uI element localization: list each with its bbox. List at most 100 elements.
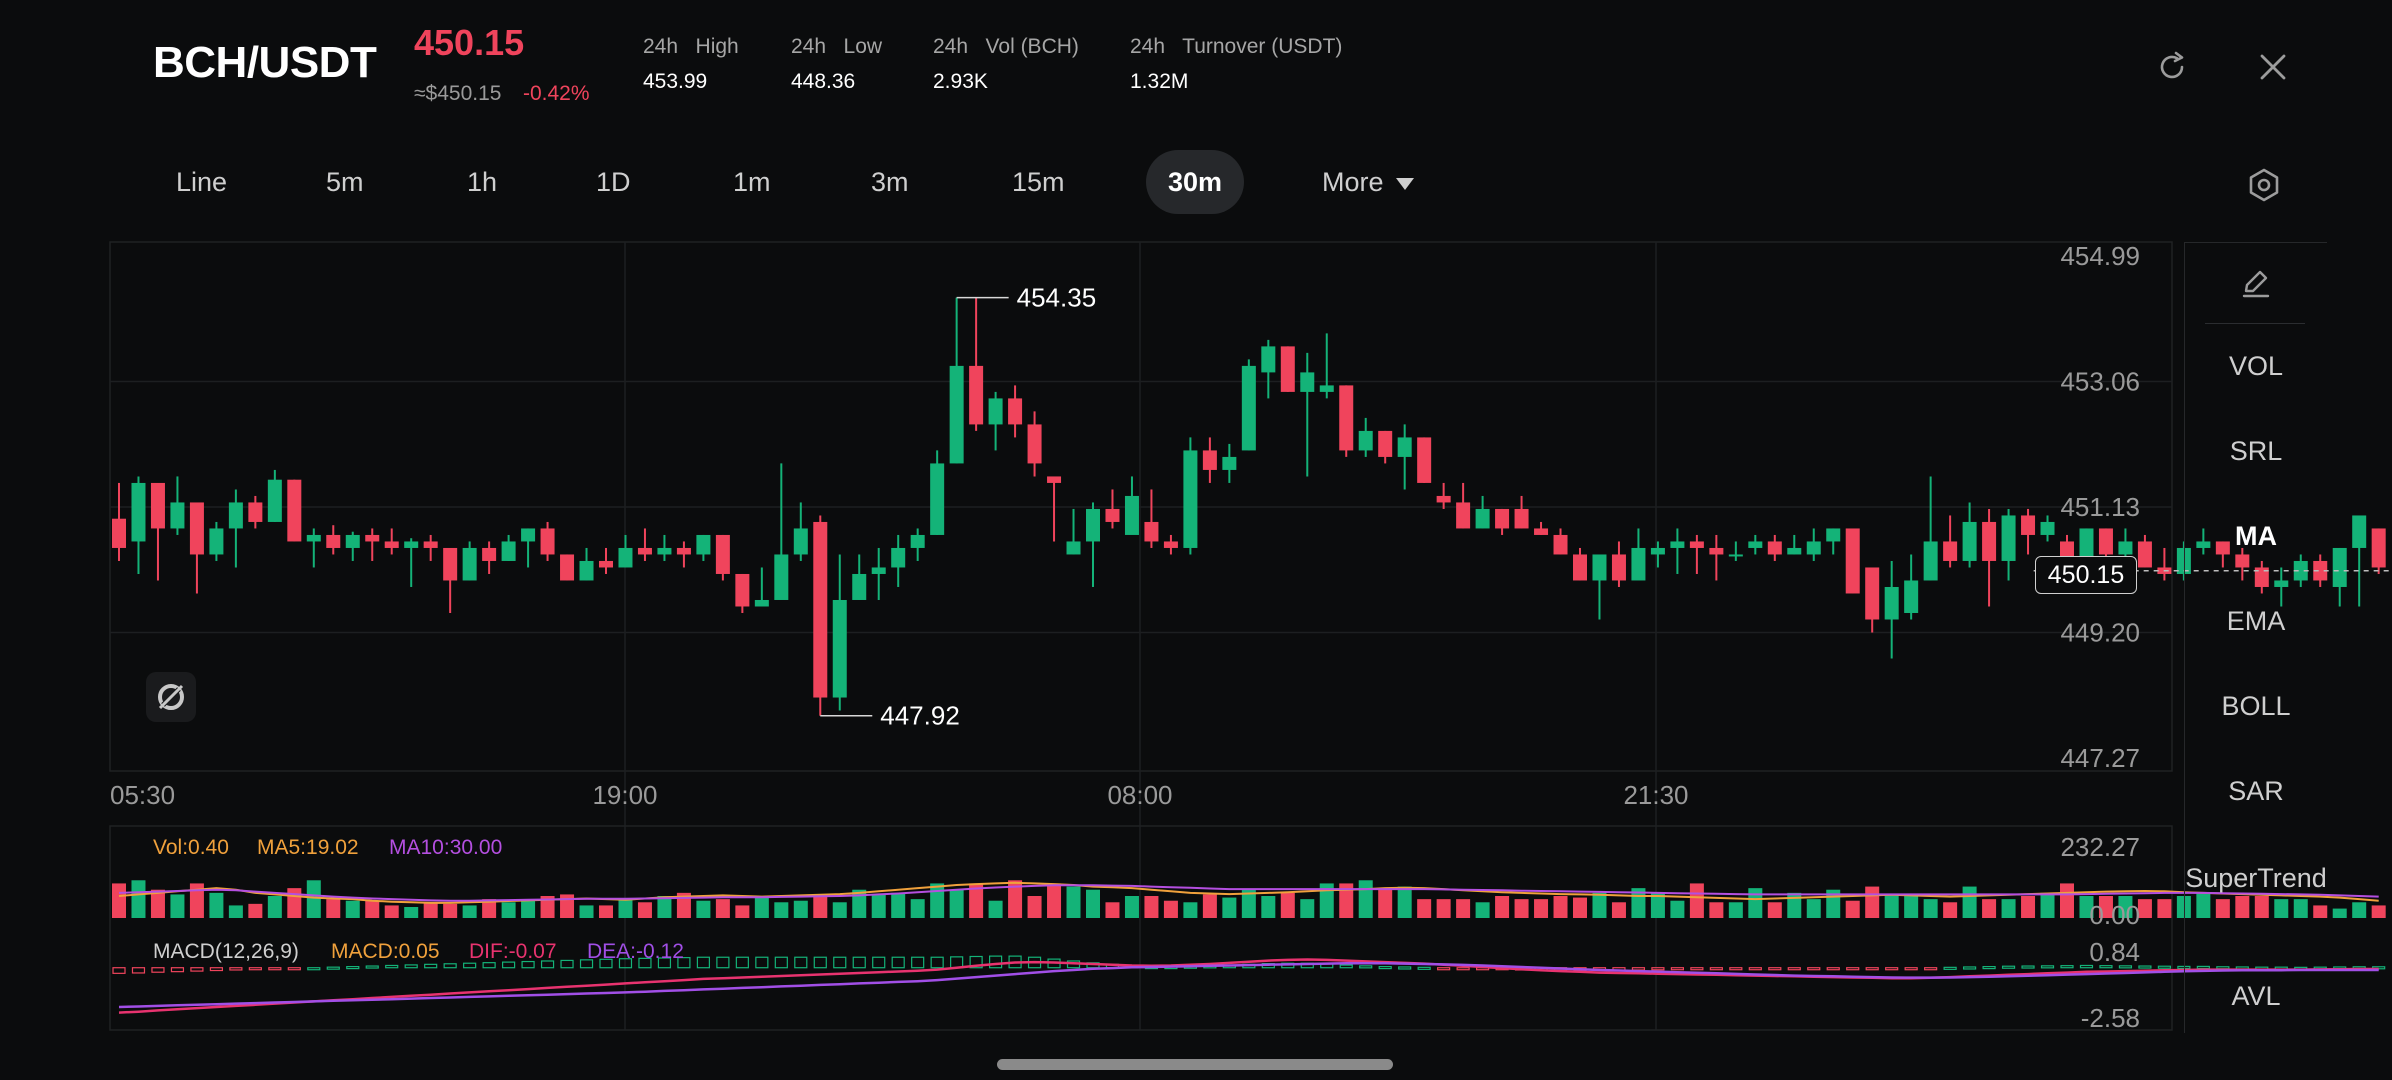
indicator-ma[interactable]: MA xyxy=(2235,521,2277,551)
candle-body xyxy=(443,547,458,581)
timeframe-tab-5m[interactable]: 5m xyxy=(326,167,364,197)
chart-lock-icon[interactable] xyxy=(146,672,196,722)
volume-bar xyxy=(2098,895,2113,918)
macd-label: MACD(12,26,9) xyxy=(153,940,299,963)
candle-body xyxy=(1222,456,1237,470)
volume-bar xyxy=(326,899,341,918)
macd-histogram-bar xyxy=(774,956,788,969)
indicator-vol[interactable]: VOL xyxy=(2228,351,2284,381)
timeframe-tab-1m[interactable]: 1m xyxy=(733,167,771,197)
volume-bar xyxy=(1008,880,1023,918)
candle-body xyxy=(2274,580,2289,587)
stat-24h-turnover: 24h Turnover (USDT) 1.32M xyxy=(1130,35,1342,94)
candle-body xyxy=(1748,541,1763,548)
more-timeframes-dropdown[interactable]: More xyxy=(1302,150,1434,214)
current-price-tag: 450.15 xyxy=(2035,556,2137,594)
price-change-percent: -0.42% xyxy=(523,82,590,105)
price-tick-label: 454.99 xyxy=(2060,241,2140,271)
macd-histogram-bar xyxy=(190,967,204,972)
time-tick-label: 05:30 xyxy=(110,780,175,810)
candle-body xyxy=(2118,541,2133,555)
candle-body xyxy=(1728,554,1743,557)
candle-body xyxy=(267,479,282,522)
candle-body xyxy=(540,528,555,555)
candle-body xyxy=(1144,521,1159,542)
volume-bar xyxy=(2274,899,2289,918)
stat-24h-high: 24h High 453.99 xyxy=(643,35,739,94)
candle-body xyxy=(2293,560,2308,581)
settings-hexagon-icon[interactable] xyxy=(2245,166,2283,204)
volume-bar xyxy=(1923,899,1938,918)
volume-bar xyxy=(1183,902,1198,918)
high-price-label: 454.35 xyxy=(1017,283,1097,313)
candle-body xyxy=(1202,450,1217,470)
volume-bar xyxy=(871,894,886,918)
macd-histogram-bar xyxy=(2040,965,2055,969)
volume-ma10-line xyxy=(118,884,2379,902)
macd-histogram-bar xyxy=(2079,964,2094,969)
candle-body xyxy=(1514,508,1529,529)
macd-histogram-bar xyxy=(599,958,613,969)
candle-body xyxy=(1573,554,1587,581)
volume-bar xyxy=(1397,886,1412,918)
candle-body xyxy=(1631,547,1646,581)
volume-bar xyxy=(1300,899,1315,918)
macd-histogram-bar xyxy=(1359,965,1373,969)
refresh-icon[interactable] xyxy=(2155,50,2189,84)
timeframe-tab-1h[interactable]: 1h xyxy=(467,167,498,197)
candle-body xyxy=(599,560,613,568)
candle-body xyxy=(1124,495,1139,535)
macd-histogram-bar xyxy=(1670,967,1685,971)
volume-bar xyxy=(2001,899,2016,918)
volume-bar xyxy=(1358,880,1373,918)
volume-bar xyxy=(1066,886,1081,918)
volume-bar xyxy=(1417,899,1432,918)
candle-body xyxy=(930,463,945,535)
candle-body xyxy=(423,541,438,548)
volume-bar xyxy=(267,895,282,918)
candle-body xyxy=(501,541,516,561)
volume-bar xyxy=(676,892,691,918)
volume-bar xyxy=(482,899,497,918)
volume-bar xyxy=(1163,900,1178,918)
candle-body xyxy=(618,547,633,568)
volume-bar xyxy=(1475,902,1490,918)
indicator-srl[interactable]: SRL xyxy=(2229,436,2283,466)
indicator-ema[interactable]: EMA xyxy=(2226,606,2286,636)
candle-body xyxy=(1650,547,1665,555)
pencil-icon[interactable] xyxy=(2238,265,2274,301)
timeframe-tab-3m[interactable]: 3m xyxy=(871,167,909,197)
candle-body xyxy=(676,547,691,555)
macd-histogram-bar xyxy=(1690,967,1704,971)
stat-value: 453.99 xyxy=(643,70,708,93)
volume-bar xyxy=(209,892,224,918)
candle-body xyxy=(560,554,575,581)
indicator-boll[interactable]: BOLL xyxy=(2221,691,2291,721)
indicator-avl[interactable]: AVL xyxy=(2231,981,2281,1011)
timeframe-tab-1d[interactable]: 1D xyxy=(596,167,631,197)
volume-bar xyxy=(1884,894,1899,918)
timeframe-tab-15m[interactable]: 15m xyxy=(1012,167,1065,197)
candle-body xyxy=(657,547,672,555)
volume-bar xyxy=(2060,883,2074,918)
timeframe-tab-line[interactable]: Line xyxy=(176,167,228,197)
candle-body xyxy=(1417,437,1432,483)
volume-bar xyxy=(131,880,146,918)
macd-histogram-bar xyxy=(988,955,1003,969)
candle-body xyxy=(384,541,399,548)
indicator-sar[interactable]: SAR xyxy=(2228,776,2284,806)
price-tick-label: 451.13 xyxy=(2060,492,2140,522)
candle-body xyxy=(2254,567,2269,587)
macd-histogram-bar xyxy=(930,956,944,969)
indicator-supertrend[interactable]: SuperTrend xyxy=(2185,863,2327,893)
volume-bar xyxy=(599,905,613,918)
close-icon[interactable] xyxy=(2256,50,2290,84)
caret-down-icon xyxy=(1395,177,1414,190)
high-low-markers: 454.35 447.92 xyxy=(820,283,2389,731)
timeframe-tab-30m[interactable]: 30m xyxy=(1146,150,1245,214)
candle-body xyxy=(1105,508,1120,522)
macd-histogram-bar xyxy=(1437,967,1451,971)
macd-histogram-bar xyxy=(1378,965,1392,970)
macd-value-label: MACD:0.05 xyxy=(331,940,440,963)
